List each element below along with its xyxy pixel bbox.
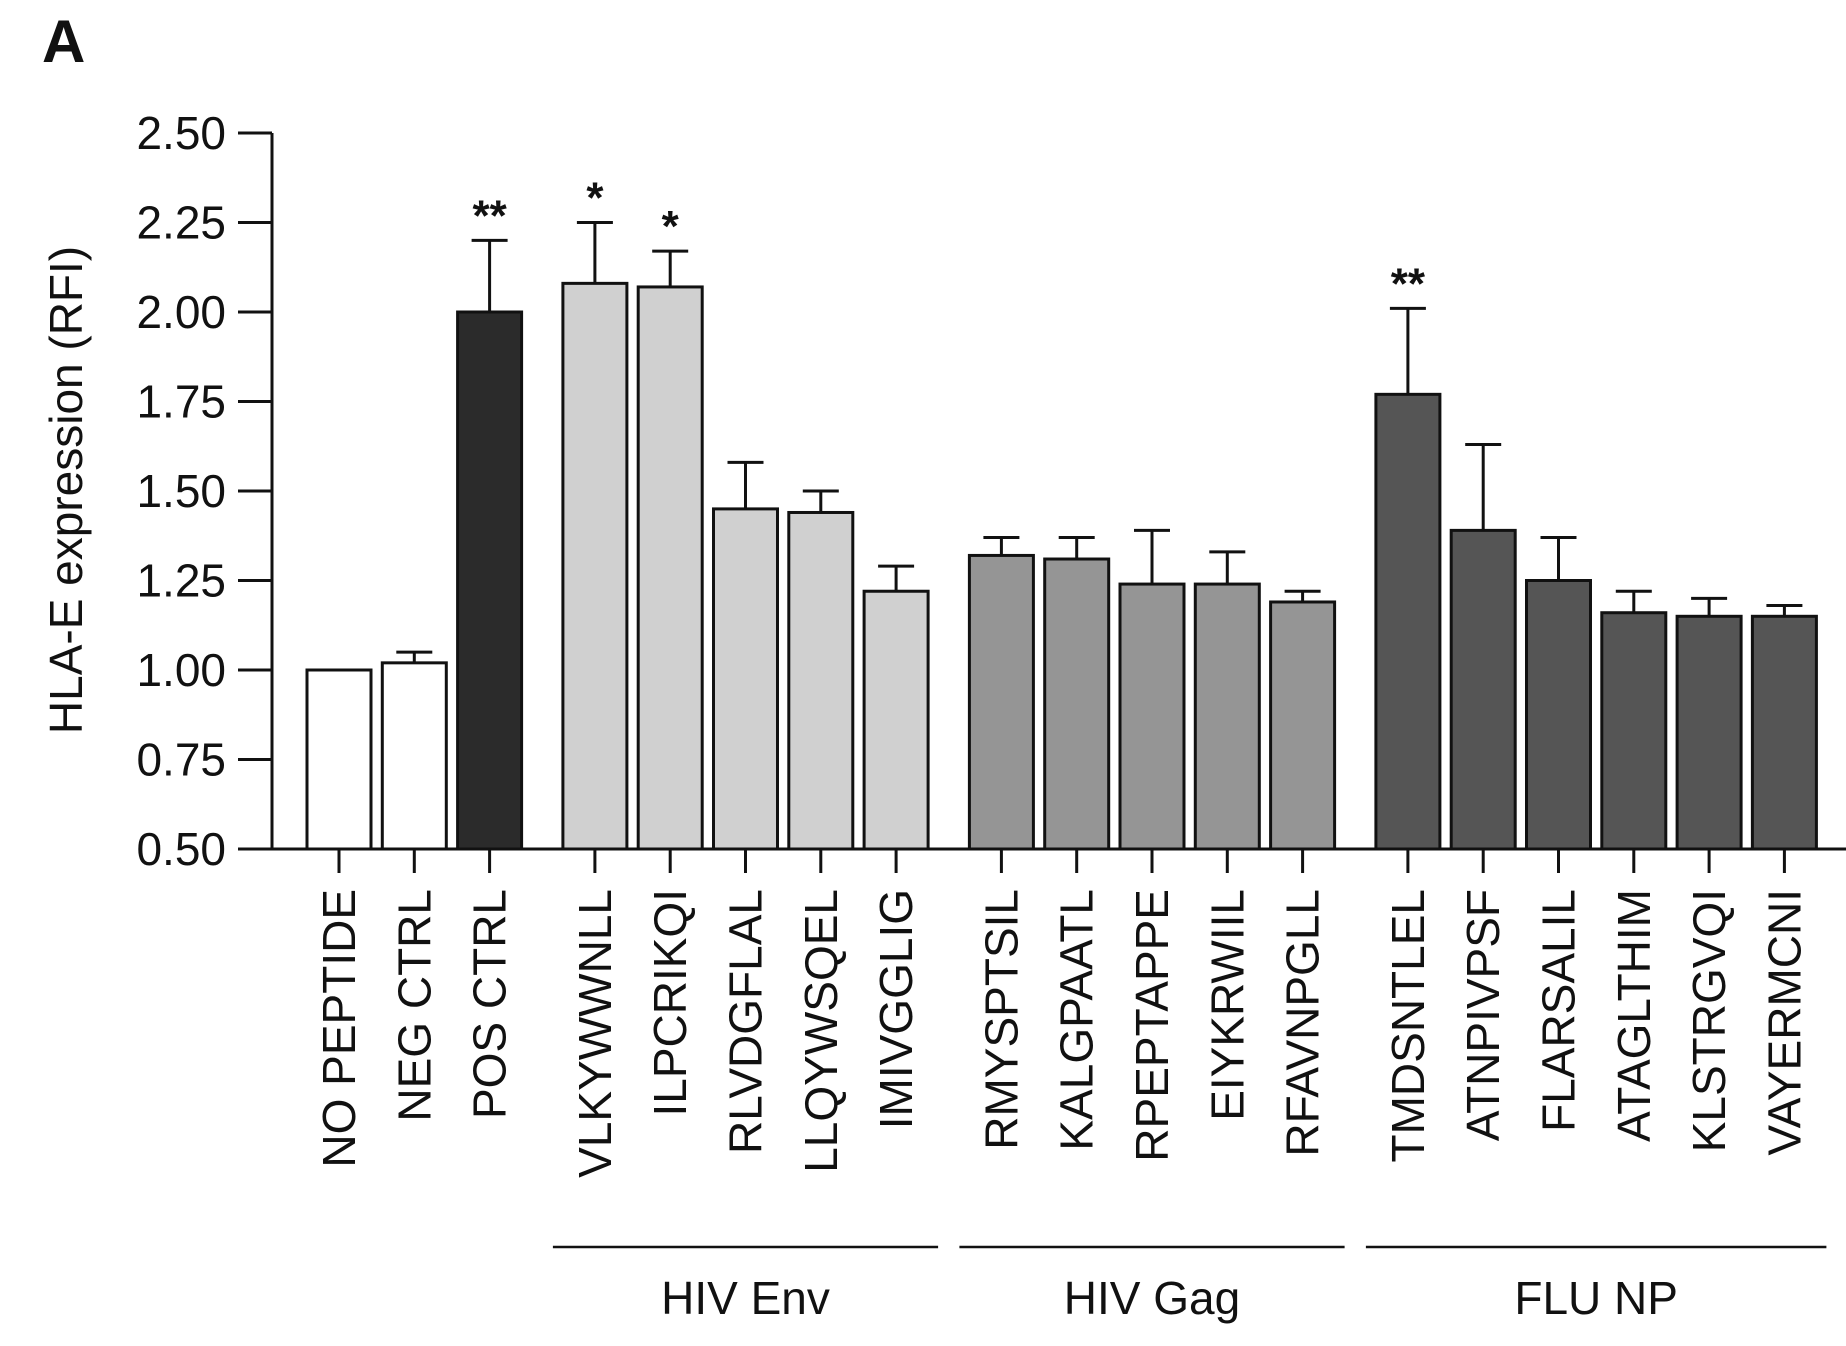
category-label: KLSTRGVQI (1683, 889, 1735, 1152)
y-tick-label: 1.25 (136, 555, 226, 607)
error-bars (396, 221, 1803, 663)
significance-annotations: ** **** (472, 174, 1425, 309)
category-labels: NO PEPTIDE NEG CTRL POS CTRL VLKYWWNLL ILPCR… (313, 889, 1810, 1178)
category-label: RMYSPTSIL (975, 889, 1027, 1150)
group-label: HIV Env (661, 1272, 830, 1324)
category-label: VLKYWWNLL (569, 889, 621, 1178)
significance-label: ** (1391, 259, 1426, 308)
category-label: NO PEPTIDE (313, 889, 365, 1168)
category-label: RLVDGFLAL (720, 889, 772, 1154)
x-axis (272, 847, 1846, 873)
category-label: RFAVNPGLL (1277, 889, 1329, 1157)
category-label: VAYERMCNI (1758, 889, 1810, 1156)
bars (305, 281, 1818, 851)
panel-label: A (42, 8, 85, 75)
category-label: EIYKRWIIL (1201, 889, 1253, 1121)
category-label: NEG CTRL (388, 889, 440, 1122)
bar (1118, 582, 1186, 851)
y-tick-label: 1.50 (136, 465, 226, 517)
bar (712, 507, 779, 851)
y-tick-label: 2.00 (136, 286, 226, 338)
category-label: ATNPIVPSF (1457, 889, 1509, 1141)
bar (1449, 528, 1517, 851)
y-tick-label: 0.75 (136, 734, 226, 786)
bar (1600, 611, 1668, 851)
significance-label: * (586, 174, 604, 223)
significance-label: ** (472, 191, 507, 240)
y-tick-label: 2.50 (136, 107, 226, 159)
category-label: FLARSALIL (1533, 889, 1585, 1132)
y-axis-label: HLA-E expression (RFI) (40, 246, 92, 734)
bar (862, 589, 930, 851)
bar (305, 668, 373, 851)
group-label: FLU NP (1514, 1272, 1678, 1324)
category-label: KALGPAATL (1051, 889, 1103, 1151)
significance-label: * (662, 202, 680, 251)
bar (561, 281, 629, 851)
bar (1750, 614, 1818, 851)
y-tick-label: 1.75 (136, 376, 226, 428)
bar (1043, 557, 1111, 851)
category-label: ILPCRIKQI (644, 889, 696, 1117)
bar (1525, 579, 1592, 851)
bar (967, 553, 1035, 851)
category-label: RPEPTAPPE (1126, 889, 1178, 1162)
y-tick-label: 0.50 (136, 823, 226, 875)
bar (1269, 600, 1337, 851)
bar (787, 510, 855, 851)
y-tick-label: 2.25 (136, 197, 226, 249)
bar (1193, 582, 1261, 851)
category-label: TMDSNTLEL (1382, 889, 1434, 1162)
category-label: LLQYWSQEL (795, 889, 847, 1173)
category-label: ATAGLTHIM (1608, 889, 1660, 1142)
bar (1675, 614, 1743, 851)
category-label: POS CTRL (464, 889, 516, 1119)
y-tick-label: 1.00 (136, 644, 226, 696)
y-axis: 2.50 2.25 2.00 1.75 1.50 1.25 1.00 0.75 0.50 (136, 107, 274, 875)
category-label: IMIVGGLIG (870, 889, 922, 1129)
bar (1374, 392, 1442, 851)
bar (636, 285, 704, 851)
group-label: HIV Gag (1064, 1272, 1240, 1324)
bar (380, 661, 448, 851)
bar (456, 310, 524, 851)
group-labels: HIV Env HIV Gag FLU NP (552, 1245, 1827, 1324)
